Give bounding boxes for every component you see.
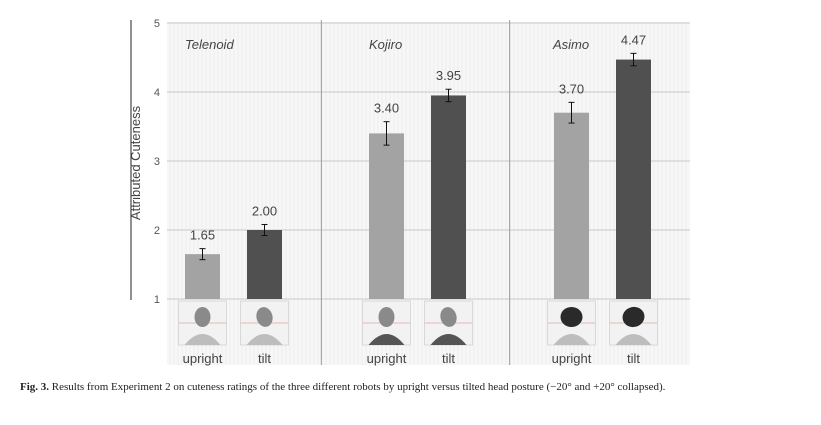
robot-body (553, 334, 590, 345)
x-tick-label: tilt (258, 351, 271, 366)
bar-tilt (431, 95, 466, 299)
robot-head (378, 307, 395, 327)
bar-tilt (247, 230, 282, 299)
y-tick-labels: 1 2 3 4 5 (154, 18, 160, 306)
chart-panels: Telenoid 1.65 upright 2.00 tilt Kojiro 3.40 upr… (178, 32, 658, 366)
y-tick-label: 3 (154, 156, 160, 168)
caption-text: Results from Experiment 2 on cuteness ra… (51, 381, 666, 393)
y-tick-label: 4 (154, 87, 160, 99)
robot-head (256, 307, 273, 327)
x-tick-label: upright (367, 351, 407, 366)
robot-body (246, 334, 283, 345)
bar-upright (369, 133, 404, 299)
robot-body (430, 334, 467, 345)
robot-head (440, 307, 457, 327)
panel-asimo: Asimo 3.70 upright 4.47 tilt (547, 32, 658, 366)
panel-separators (320, 20, 511, 365)
data-label: 3.70 (559, 81, 584, 96)
x-tick-label: upright (552, 351, 592, 366)
data-label: 1.65 (190, 228, 215, 243)
bar-tilt (616, 59, 651, 299)
bar-upright (185, 254, 220, 299)
robot-body (184, 334, 221, 345)
panel-title: Asimo (552, 37, 589, 52)
caption-figure-label: Fig. 3. (20, 381, 50, 393)
y-tick-label: 1 (154, 294, 160, 306)
y-axis-label: Attributed Cuteness (128, 105, 143, 220)
data-label: 2.00 (252, 203, 277, 218)
robot-head (622, 306, 645, 328)
data-label: 3.40 (374, 101, 399, 116)
panel-telenoid: Telenoid 1.65 upright 2.00 tilt (178, 37, 289, 366)
robot-body (615, 334, 652, 345)
robot-head (560, 307, 583, 327)
bar-chart: Attributed Cuteness 1 2 3 4 5 Telenoid 1.65 up… (128, 18, 690, 366)
data-label: 3.95 (436, 68, 461, 83)
panel-title: Kojiro (369, 37, 402, 52)
y-tick-label: 5 (154, 18, 160, 30)
y-tick-label: 2 (154, 225, 160, 237)
x-tick-label: tilt (627, 351, 640, 366)
bar-upright (554, 112, 589, 299)
robot-head (194, 307, 211, 327)
x-tick-label: tilt (442, 351, 455, 366)
data-label: 4.47 (621, 32, 646, 47)
robot-body (368, 334, 405, 345)
figure-caption: Fig. 3. Results from Experiment 2 on cut… (20, 381, 810, 393)
x-tick-label: upright (183, 351, 223, 366)
panel-kojiro: Kojiro 3.40 upright 3.95 tilt (362, 37, 473, 366)
panel-title: Telenoid (185, 37, 234, 52)
